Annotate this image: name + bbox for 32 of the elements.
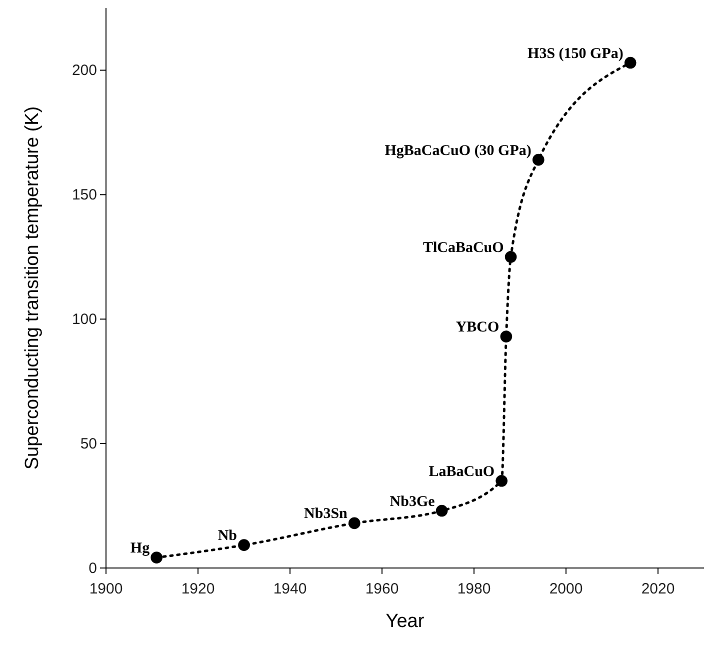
y-tick-label: 100 — [72, 310, 97, 328]
annotation: TlCaBaCuO — [422, 240, 504, 256]
point — [436, 504, 448, 517]
y-axis-title: Superconducting transition temperature (K) — [22, 106, 43, 470]
point — [532, 154, 544, 166]
x-tick-label: 1940 — [273, 580, 307, 598]
annotation: H3S (150 GPa) — [528, 46, 624, 62]
y-tick-label: 0 — [88, 560, 97, 577]
x-tick-label: 2020 — [641, 580, 675, 598]
x-tick-label: 1920 — [181, 580, 215, 598]
x-tick-label: 1980 — [457, 580, 491, 598]
point — [150, 552, 163, 564]
x-tick-label: 1900 — [89, 580, 123, 598]
x-tick-label: 2000 — [549, 580, 583, 598]
annotation: Nb3Ge — [390, 494, 436, 510]
annotation: YBCO — [456, 320, 500, 336]
annotation: HgBaCaCuO (30 GPa) — [384, 142, 532, 159]
y-tick-label: 50 — [80, 435, 97, 452]
y-tick-label: 200 — [72, 62, 97, 80]
point — [624, 56, 636, 69]
x-axis-title: Year — [386, 611, 425, 632]
annotation: Nb3Sn — [304, 506, 348, 522]
annotation: Hg — [130, 540, 150, 557]
y-tick-label: 150 — [72, 186, 97, 204]
point — [238, 539, 250, 552]
point — [496, 474, 508, 487]
point — [500, 330, 512, 342]
annotation: LaBaCuO — [428, 464, 495, 480]
x-tick-label: 1960 — [365, 580, 399, 598]
point — [348, 517, 360, 530]
point — [504, 250, 517, 263]
annotation: Nb — [218, 528, 237, 544]
